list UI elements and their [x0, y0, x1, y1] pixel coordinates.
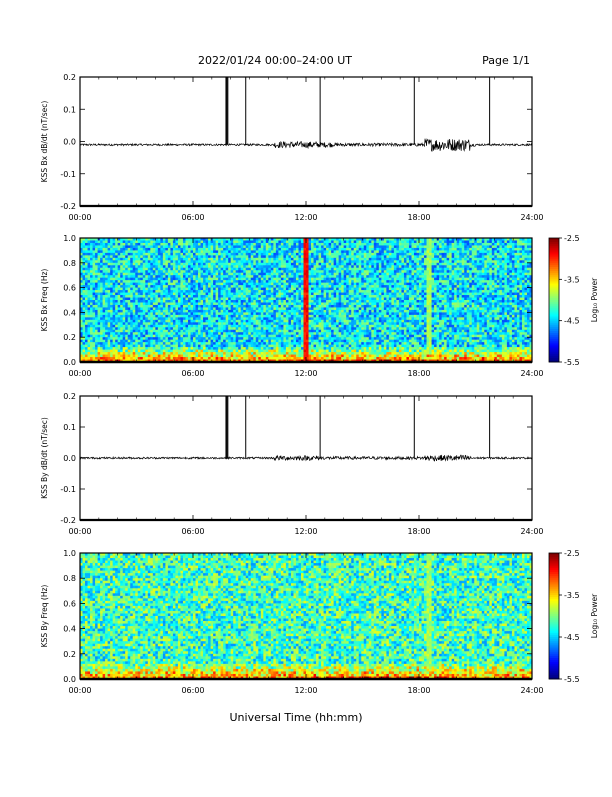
colorbar-label: Log₁₀ Power — [590, 277, 599, 322]
y-tick-label: -0.2 — [60, 516, 76, 525]
y-tick-label: 0.2 — [63, 650, 76, 659]
y-tick-label: 0.2 — [63, 333, 76, 342]
x-tick-label: 18:00 — [407, 686, 430, 695]
panel-4: -2.5 -3.5 -4.5 -5.5 Log₁₀ Power 00:00 06:00 12:… — [40, 549, 599, 695]
y-tick-label: 0.0 — [63, 138, 76, 147]
y-tick-label: 0.1 — [63, 423, 76, 432]
panel-2: -2.5 -3.5 -4.5 -5.5 Log₁₀ Power 00:00 06:00 12:… — [40, 234, 599, 378]
y-tick-label: 0.0 — [63, 358, 76, 367]
y-tick-label: 0.0 — [63, 454, 76, 463]
x-tick-label: 24:00 — [520, 369, 543, 378]
page-title: 2022/01/24 00:00–24:00 UT — [198, 54, 352, 67]
y-axis-label: KSS By Freq (Hz) — [40, 585, 49, 648]
heatmap-cells — [80, 553, 532, 679]
y-tick-label: 0.2 — [63, 73, 76, 82]
colorbar-tick-label: -4.5 — [564, 633, 580, 642]
heatmap-cells — [80, 238, 532, 362]
x-tick-label: 00:00 — [68, 686, 91, 695]
colorbar-tick-label: -5.5 — [564, 675, 580, 684]
x-tick-label: 00:00 — [68, 213, 91, 222]
y-tick-label: 1.0 — [63, 549, 76, 558]
x-tick-label: 12:00 — [294, 369, 317, 378]
y-tick-label: 0.6 — [63, 284, 76, 293]
panels: 00:00 06:00 12:00 18:00 24:00 0.2 0.1 0.0 -0.1 -0… — [40, 73, 599, 695]
x-tick-label: 12:00 — [294, 686, 317, 695]
x-tick-label: 06:00 — [181, 686, 204, 695]
colorbar: -2.5 -3.5 -4.5 -5.5 Log₁₀ Power — [549, 549, 599, 684]
y-axis-label: KSS By dB/dt (nT/sec) — [40, 417, 49, 499]
x-tick-label: 24:00 — [520, 213, 543, 222]
panel-3: 00:00 06:00 12:00 18:00 24:00 0.2 0.1 0.0 -0.1 -0… — [40, 392, 544, 536]
y-tick-label: 0.6 — [63, 599, 76, 608]
y-tick-label: 0.4 — [63, 308, 76, 317]
colorbar-tick-label: -4.5 — [564, 317, 580, 326]
x-tick-label: 12:00 — [294, 213, 317, 222]
y-tick-label: 0.1 — [63, 105, 76, 114]
x-tick-label: 06:00 — [181, 527, 204, 536]
page-number: Page 1/1 — [482, 54, 530, 67]
colorbar-tick-label: -5.5 — [564, 358, 580, 367]
colorbar-label: Log₁₀ Power — [590, 593, 599, 638]
colorbar-tick-label: -2.5 — [564, 549, 580, 558]
y-axis-label: KSS Bx Freq (Hz) — [40, 269, 49, 332]
x-tick-label: 24:00 — [520, 527, 543, 536]
x-tick-label: 06:00 — [181, 213, 204, 222]
x-tick-label: 06:00 — [181, 369, 204, 378]
y-tick-label: -0.1 — [60, 485, 76, 494]
colorbar: -2.5 -3.5 -4.5 -5.5 Log₁₀ Power — [549, 234, 599, 367]
y-axis-label: KSS Bx dB/dt (nT/sec) — [40, 101, 49, 183]
x-tick-label: 24:00 — [520, 686, 543, 695]
x-tick-label: 18:00 — [407, 369, 430, 378]
colorbar-tick-label: -3.5 — [564, 275, 580, 284]
x-tick-label: 18:00 — [407, 527, 430, 536]
x-tick-label: 00:00 — [68, 527, 91, 536]
series-line — [80, 455, 532, 461]
y-tick-label: -0.1 — [60, 170, 76, 179]
x-axis-label: Universal Time (hh:mm) — [230, 711, 363, 724]
x-tick-label: 00:00 — [68, 369, 91, 378]
y-tick-label: -0.2 — [60, 202, 76, 211]
colorbar-tick-label: -2.5 — [564, 234, 580, 243]
y-tick-label: 0.4 — [63, 625, 76, 634]
plot-frame — [80, 77, 532, 206]
y-tick-label: 0.0 — [63, 675, 76, 684]
series-line — [80, 139, 532, 151]
x-tick-label: 12:00 — [294, 527, 317, 536]
panel-1: 00:00 06:00 12:00 18:00 24:00 0.2 0.1 0.0 -0.1 -0… — [40, 73, 544, 222]
y-tick-label: 0.2 — [63, 392, 76, 401]
colorbar-tick-label: -3.5 — [564, 591, 580, 600]
y-tick-label: 0.8 — [63, 259, 76, 268]
y-tick-label: 0.8 — [63, 574, 76, 583]
y-tick-label: 1.0 — [63, 234, 76, 243]
x-tick-label: 18:00 — [407, 213, 430, 222]
